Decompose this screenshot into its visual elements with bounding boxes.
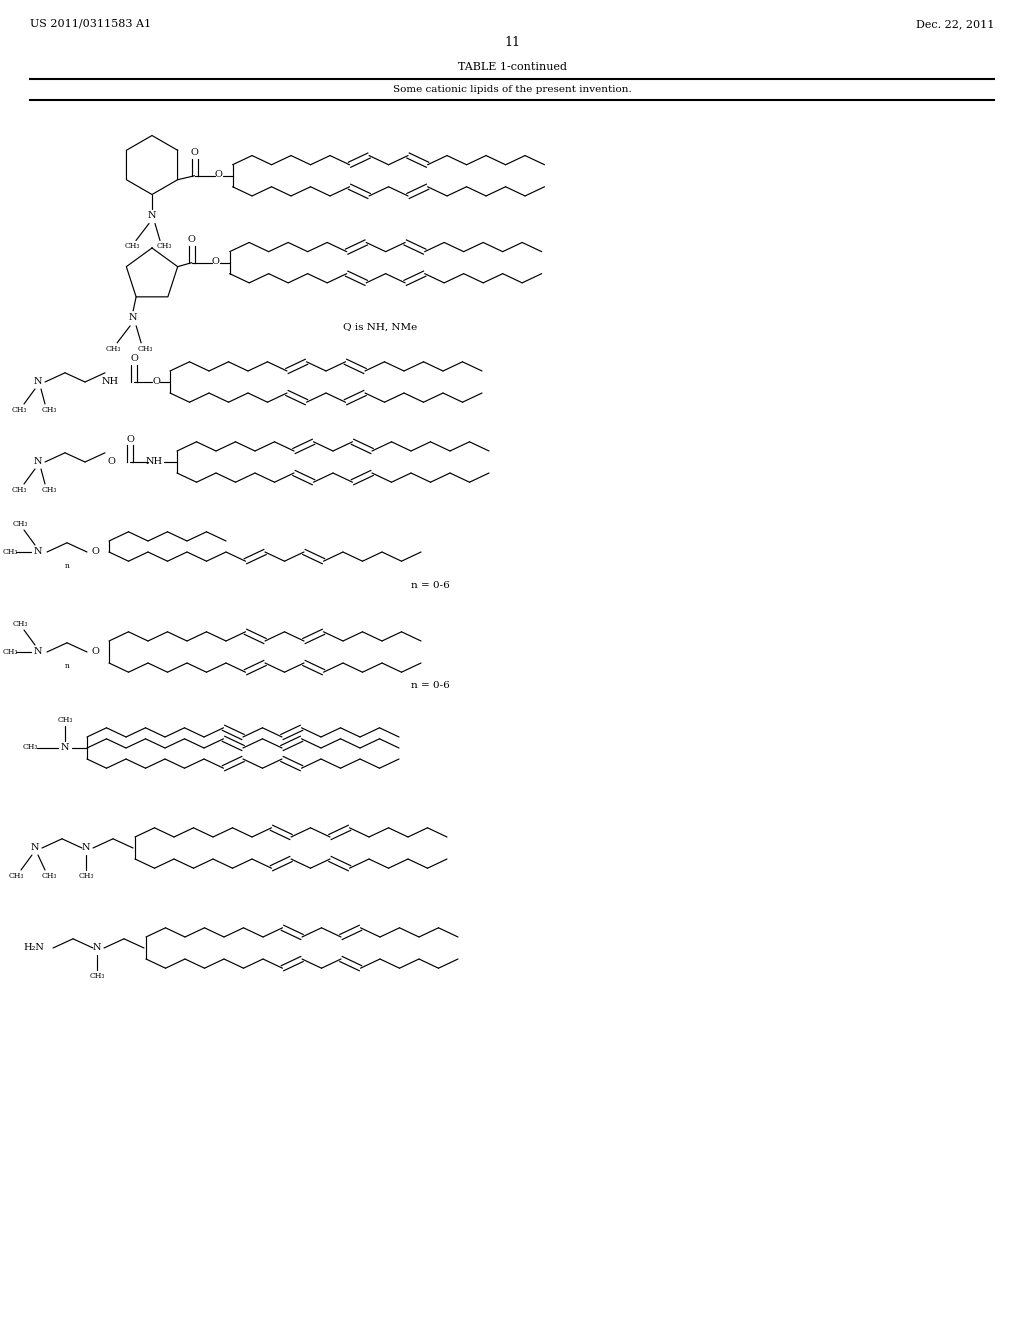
Text: CH₃: CH₃	[2, 648, 17, 656]
Text: N: N	[34, 458, 42, 466]
Text: CH₃: CH₃	[57, 715, 73, 723]
Text: N: N	[31, 843, 39, 853]
Text: N: N	[34, 378, 42, 387]
Text: CH₃: CH₃	[2, 548, 17, 556]
Text: CH₃: CH₃	[105, 345, 121, 352]
Text: n = 0-6: n = 0-6	[411, 681, 450, 689]
Text: N: N	[93, 942, 101, 952]
Text: O: O	[187, 235, 196, 244]
Text: NH: NH	[145, 457, 163, 466]
Text: n = 0-6: n = 0-6	[411, 581, 450, 590]
Text: CH₃: CH₃	[12, 520, 28, 528]
Text: N: N	[82, 842, 90, 851]
Text: CH₃: CH₃	[137, 345, 153, 352]
Text: CH₃: CH₃	[11, 486, 27, 494]
Text: CH₃: CH₃	[41, 873, 56, 880]
Text: O: O	[108, 457, 115, 466]
Text: O: O	[91, 546, 99, 556]
Text: Some cationic lipids of the present invention.: Some cationic lipids of the present inve…	[392, 84, 632, 94]
Text: Dec. 22, 2011: Dec. 22, 2011	[915, 18, 994, 29]
Text: O: O	[212, 257, 219, 267]
Text: N: N	[34, 648, 42, 656]
Text: H₂N: H₂N	[24, 944, 44, 953]
Text: CH₃: CH₃	[8, 873, 24, 880]
Text: CH₃: CH₃	[41, 407, 56, 414]
Text: N: N	[129, 313, 137, 322]
Text: O: O	[126, 434, 134, 444]
Text: N: N	[34, 548, 42, 557]
Text: 11: 11	[504, 37, 520, 49]
Text: O: O	[215, 170, 222, 180]
Text: O: O	[130, 355, 138, 363]
Text: CH₃: CH₃	[78, 873, 93, 880]
Text: N: N	[60, 743, 70, 752]
Text: N: N	[147, 211, 157, 220]
Text: CH₃: CH₃	[124, 243, 139, 251]
Text: CH₃: CH₃	[12, 620, 28, 628]
Text: O: O	[91, 647, 99, 656]
Text: CH₃: CH₃	[11, 407, 27, 414]
Text: CH₃: CH₃	[157, 243, 172, 251]
Text: TABLE 1-continued: TABLE 1-continued	[458, 62, 566, 73]
Text: Q is NH, NMe: Q is NH, NMe	[343, 322, 417, 331]
Text: NH: NH	[101, 376, 119, 385]
Text: O: O	[152, 376, 160, 385]
Text: CH₃: CH₃	[41, 486, 56, 494]
Text: n: n	[65, 562, 70, 570]
Text: n: n	[65, 663, 70, 671]
Text: US 2011/0311583 A1: US 2011/0311583 A1	[30, 18, 152, 29]
Text: CH₃: CH₃	[23, 743, 38, 751]
Text: CH₃: CH₃	[89, 972, 104, 979]
Text: O: O	[190, 148, 199, 157]
